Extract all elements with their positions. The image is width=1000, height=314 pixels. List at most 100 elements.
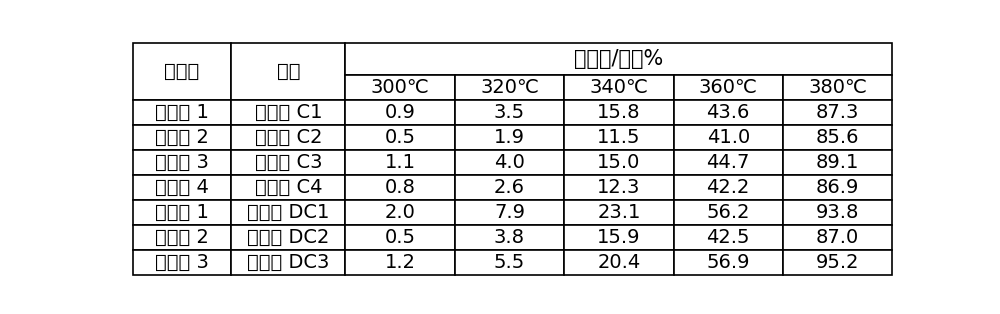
Bar — [564, 125, 674, 150]
Text: 实施例 2: 实施例 2 — [155, 128, 209, 147]
Bar — [674, 200, 783, 225]
Text: 0.9: 0.9 — [385, 103, 416, 122]
Bar — [345, 100, 455, 125]
Bar — [674, 175, 783, 200]
Text: 87.0: 87.0 — [816, 228, 859, 247]
Bar — [455, 125, 564, 150]
Bar — [674, 125, 783, 150]
Bar — [564, 200, 674, 225]
Text: 42.5: 42.5 — [706, 228, 750, 247]
Text: 5.5: 5.5 — [494, 253, 525, 272]
Text: 催化剂 C1: 催化剂 C1 — [255, 103, 322, 122]
Bar — [674, 75, 783, 100]
Bar — [345, 225, 455, 250]
Text: 3.8: 3.8 — [494, 228, 525, 247]
Text: 催化剂 DC3: 催化剂 DC3 — [247, 253, 330, 272]
Text: 15.9: 15.9 — [597, 228, 641, 247]
Bar — [345, 175, 455, 200]
Bar — [455, 250, 564, 275]
Text: 实施例 4: 实施例 4 — [155, 178, 209, 197]
Text: 催化剂 C2: 催化剂 C2 — [255, 128, 322, 147]
Text: 56.2: 56.2 — [706, 203, 750, 222]
Text: 43.6: 43.6 — [707, 103, 750, 122]
Text: 催化剂 DC1: 催化剂 DC1 — [247, 203, 330, 222]
Text: 转化率/重量%: 转化率/重量% — [574, 49, 663, 69]
Bar — [564, 175, 674, 200]
Bar — [133, 250, 231, 275]
Text: 比较例 2: 比较例 2 — [155, 228, 209, 247]
Bar — [231, 42, 345, 100]
Bar — [455, 225, 564, 250]
Text: 催化剂 C3: 催化剂 C3 — [255, 153, 322, 172]
Text: 7.9: 7.9 — [494, 203, 525, 222]
Text: 3.5: 3.5 — [494, 103, 525, 122]
Text: 340℃: 340℃ — [589, 78, 648, 97]
Bar — [783, 200, 892, 225]
Text: 86.9: 86.9 — [816, 178, 859, 197]
Bar — [455, 100, 564, 125]
Bar — [564, 150, 674, 175]
Text: 320℃: 320℃ — [480, 78, 539, 97]
Text: 1.1: 1.1 — [385, 153, 416, 172]
Bar — [345, 125, 455, 150]
Text: 2.0: 2.0 — [385, 203, 416, 222]
Bar — [564, 75, 674, 100]
Bar — [674, 100, 783, 125]
Bar — [345, 250, 455, 275]
Text: 催化剂 C4: 催化剂 C4 — [255, 178, 322, 197]
Text: 0.5: 0.5 — [385, 228, 416, 247]
Text: 56.9: 56.9 — [706, 253, 750, 272]
Text: 87.3: 87.3 — [816, 103, 859, 122]
Bar — [133, 225, 231, 250]
Bar — [783, 225, 892, 250]
Bar — [564, 225, 674, 250]
Bar — [783, 100, 892, 125]
Text: 85.6: 85.6 — [816, 128, 859, 147]
Text: 360℃: 360℃ — [699, 78, 758, 97]
Text: 23.1: 23.1 — [597, 203, 641, 222]
Text: 89.1: 89.1 — [816, 153, 859, 172]
Bar — [783, 125, 892, 150]
Text: 15.8: 15.8 — [597, 103, 641, 122]
Bar — [345, 42, 892, 75]
Bar — [674, 250, 783, 275]
Text: 12.3: 12.3 — [597, 178, 641, 197]
Text: 比较例 3: 比较例 3 — [155, 253, 209, 272]
Bar — [455, 175, 564, 200]
Text: 实施例: 实施例 — [164, 62, 200, 81]
Bar — [455, 150, 564, 175]
Text: 0.5: 0.5 — [385, 128, 416, 147]
Bar — [564, 250, 674, 275]
Bar — [345, 150, 455, 175]
Bar — [783, 150, 892, 175]
Bar — [231, 175, 345, 200]
Text: 20.4: 20.4 — [597, 253, 640, 272]
Text: 实施例 3: 实施例 3 — [155, 153, 209, 172]
Bar — [345, 200, 455, 225]
Text: 1.2: 1.2 — [385, 253, 416, 272]
Bar — [674, 225, 783, 250]
Bar — [231, 125, 345, 150]
Bar — [133, 42, 231, 100]
Bar — [345, 75, 455, 100]
Text: 44.7: 44.7 — [707, 153, 750, 172]
Text: 380℃: 380℃ — [808, 78, 867, 97]
Text: 93.8: 93.8 — [816, 203, 859, 222]
Bar — [231, 150, 345, 175]
Bar — [231, 225, 345, 250]
Text: 实施例 1: 实施例 1 — [155, 103, 209, 122]
Bar — [455, 75, 564, 100]
Text: 0.8: 0.8 — [385, 178, 416, 197]
Text: 4.0: 4.0 — [494, 153, 525, 172]
Bar — [133, 200, 231, 225]
Text: 催化剂 DC2: 催化剂 DC2 — [247, 228, 330, 247]
Bar — [133, 150, 231, 175]
Text: 比较例 1: 比较例 1 — [155, 203, 209, 222]
Bar — [783, 250, 892, 275]
Text: 1.9: 1.9 — [494, 128, 525, 147]
Text: 95.2: 95.2 — [816, 253, 859, 272]
Bar — [564, 100, 674, 125]
Bar — [231, 250, 345, 275]
Bar — [231, 200, 345, 225]
Bar — [455, 200, 564, 225]
